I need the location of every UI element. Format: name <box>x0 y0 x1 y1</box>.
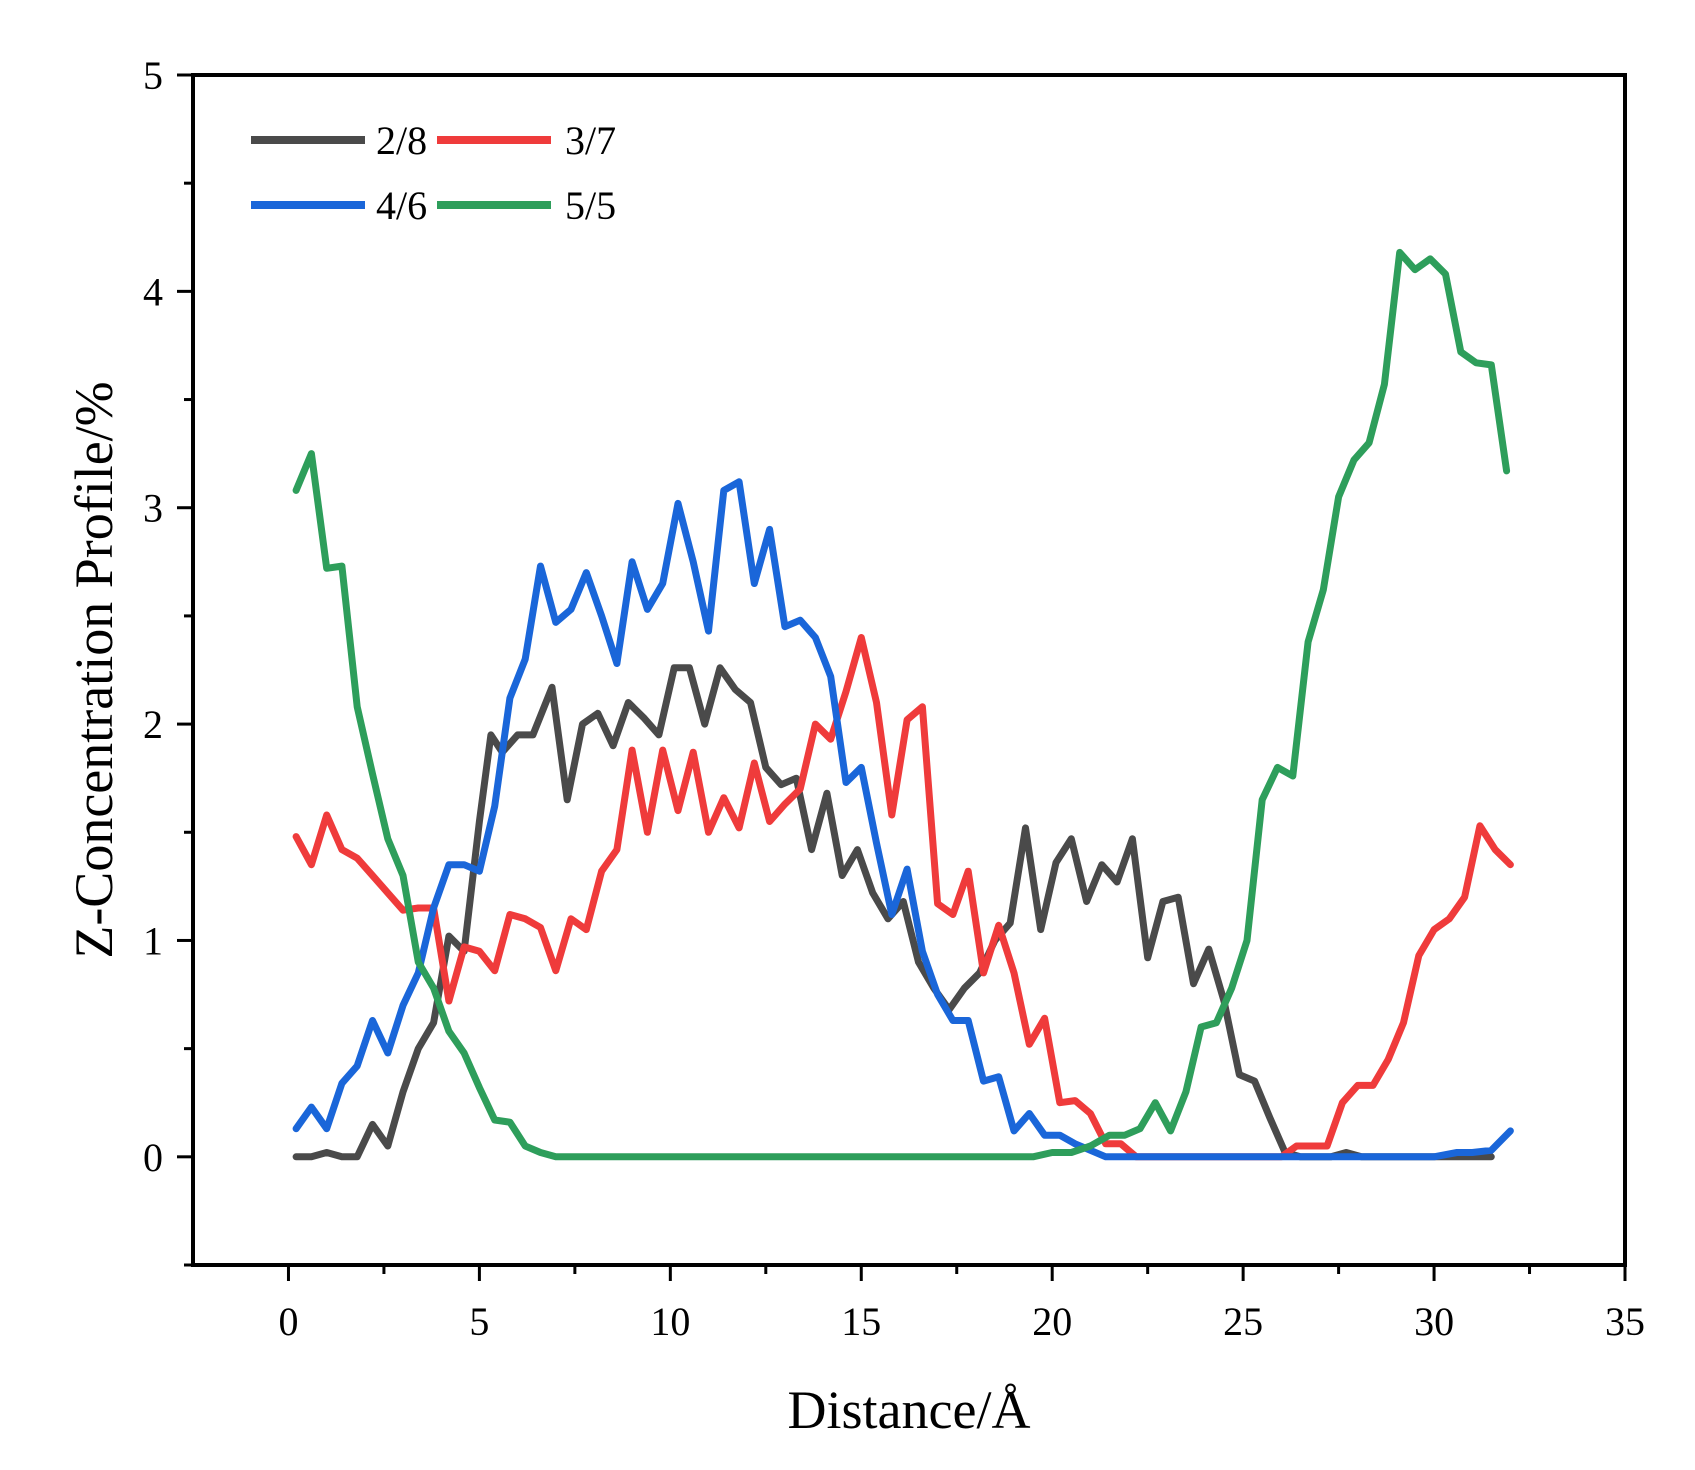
series-layer <box>292 248 1514 1161</box>
y-tick-label: 1 <box>143 918 163 963</box>
legend-label-5-5: 5/5 <box>565 183 616 228</box>
x-tick-label: 0 <box>278 1299 298 1344</box>
legend-label-4-6: 4/6 <box>376 183 427 228</box>
ticks: 0 5 10 15 20 25 30 35 0 1 2 3 4 5 <box>143 53 1645 1344</box>
x-tick-label: 5 <box>469 1299 489 1344</box>
plot-frame <box>191 73 1627 1267</box>
series-line-4-6 <box>292 478 1514 1161</box>
series-line-2-8 <box>292 664 1495 1161</box>
y-tick-label: 2 <box>143 702 163 747</box>
x-tick-label: 20 <box>1032 1299 1072 1344</box>
y-tick-label: 5 <box>143 53 163 98</box>
y-tick-label: 4 <box>143 269 163 314</box>
x-tick-label: 25 <box>1223 1299 1263 1344</box>
y-tick-label: 0 <box>143 1135 163 1180</box>
x-axis-title: Distance/Å <box>788 1380 1031 1440</box>
x-tick-label: 10 <box>650 1299 690 1344</box>
y-axis-title: Z-Concentration Profile/% <box>64 381 124 958</box>
x-tick-label: 30 <box>1414 1299 1454 1344</box>
legend-label-3-7: 3/7 <box>565 118 616 163</box>
series-line-5-5 <box>292 248 1511 1161</box>
legend: 2/8 3/7 4/6 5/5 <box>251 118 616 228</box>
legend-label-2-8: 2/8 <box>376 118 427 163</box>
y-tick-label: 3 <box>143 486 163 531</box>
x-tick-label: 35 <box>1605 1299 1645 1344</box>
x-tick-label: 15 <box>841 1299 881 1344</box>
series-line-3-7 <box>292 634 1514 1161</box>
